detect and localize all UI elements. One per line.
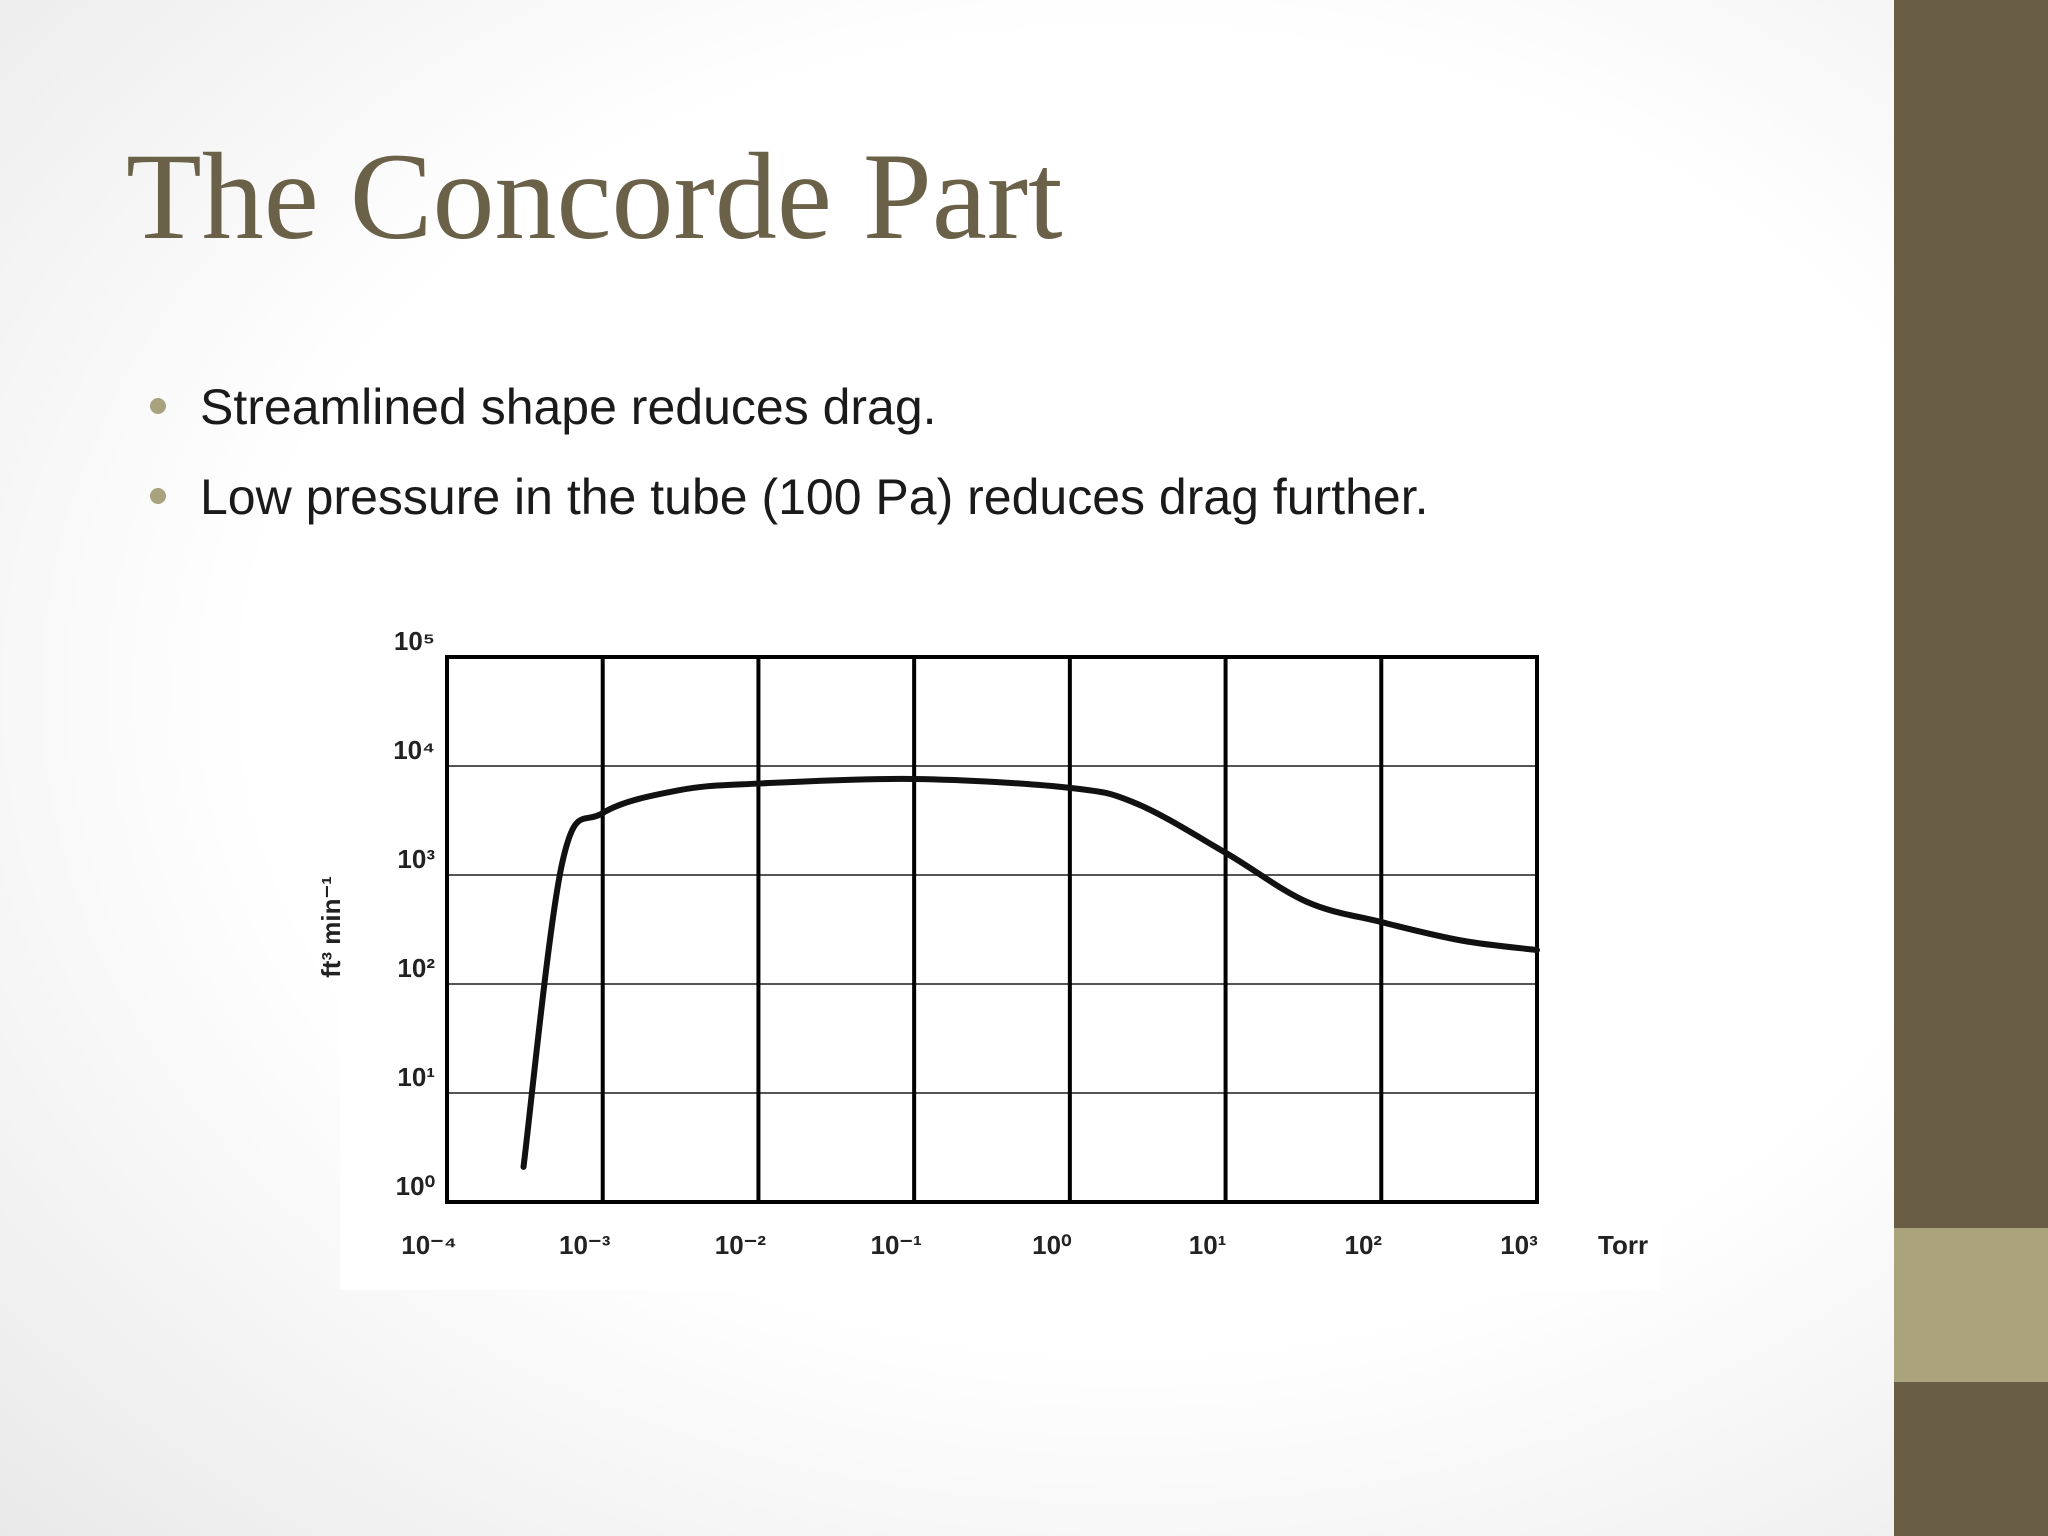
bullet-dot [150, 398, 166, 414]
chart-background [340, 600, 1660, 1290]
bullet: Streamlined shape reduces drag. [200, 379, 937, 435]
sidebar-band [1894, 1228, 2048, 1382]
x-tick-label: 10¹ [1189, 1230, 1227, 1260]
y-tick-label: 10² [397, 953, 435, 983]
bullet-dot [150, 488, 166, 504]
chart: 10⁰ 10¹ 10² 10³ 10⁴ 10⁵ 10⁻⁴ 10⁻³ 10⁻² 10⁻¹ 10⁰ 10¹… [316, 626, 1648, 1260]
data-line [520, 775, 1540, 1170]
y-axis-label: ft³ min⁻¹ [316, 876, 346, 978]
x-tick-label: 10³ [1500, 1230, 1538, 1260]
plot-frame [445, 655, 1539, 1204]
x-tick-label: 10⁻⁴ [401, 1230, 457, 1260]
x-tick-label: 10⁻³ [559, 1230, 611, 1260]
y-tick-label: 10⁵ [394, 626, 435, 656]
y-tick-label: 10¹ [397, 1062, 435, 1092]
y-tick-label: 10³ [397, 844, 435, 874]
bullet: Low pressure in the tube (100 Pa) reduce… [200, 469, 1429, 525]
x-tick-label: 10⁰ [1032, 1230, 1071, 1260]
slide-title: The Concorde Part [126, 128, 1063, 265]
x-tick-label: 10⁻¹ [870, 1230, 921, 1260]
y-tick-label: 10⁰ [396, 1171, 435, 1201]
y-tick-label: 10⁴ [393, 735, 435, 765]
x-tick-label: 10² [1344, 1230, 1382, 1260]
x-unit: Torr [1598, 1230, 1648, 1260]
x-tick-label: 10⁻² [715, 1230, 767, 1260]
